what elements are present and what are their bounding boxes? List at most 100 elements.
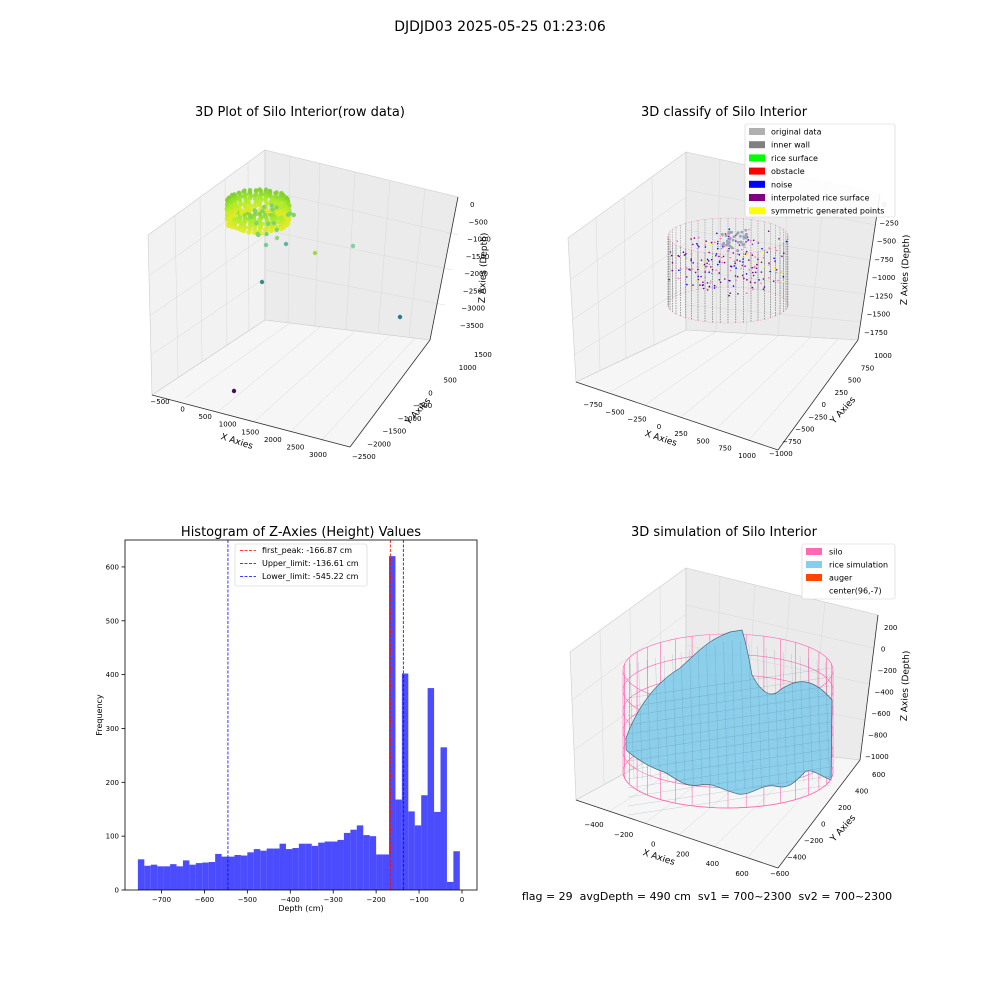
mesh-line: [697, 647, 703, 787]
ztick-label: −1500: [867, 311, 891, 319]
histogram-bar: [318, 842, 325, 890]
classified-point: [690, 252, 693, 255]
classified-point: [753, 265, 756, 268]
histogram-bar: [137, 859, 145, 890]
classified-point: [693, 237, 696, 239]
classified-point: [743, 277, 745, 280]
histogram-bar: [401, 673, 409, 890]
classified-point: [781, 271, 784, 273]
ring-point: [259, 231, 265, 236]
original-point: [740, 230, 744, 234]
classified-point: [671, 262, 674, 264]
classified-point: [736, 259, 738, 261]
classified-point: [761, 247, 763, 250]
histogram-bar: [273, 848, 280, 890]
classified-point: [702, 281, 704, 284]
classified-point: [746, 279, 748, 281]
legend-box: [234, 543, 368, 587]
classified-point: [741, 264, 744, 267]
classified-point: [728, 235, 730, 238]
classified-point: [745, 241, 747, 243]
mesh-line: [646, 659, 652, 781]
original-point: [739, 240, 743, 244]
ytick-label: −400: [787, 854, 806, 862]
xtick-label: 2500: [287, 443, 305, 451]
histogram-bar: [369, 836, 377, 890]
classified-point: [695, 280, 697, 283]
mesh-line: [627, 739, 831, 771]
mesh-line: [638, 661, 643, 780]
classified-point: [703, 260, 705, 263]
classified-point: [733, 265, 735, 267]
panel3-title: Histogram of Z-Axies (Height) Values: [181, 525, 421, 540]
classified-point: [699, 284, 701, 286]
classified-point: [768, 277, 770, 279]
classified-point: [734, 275, 737, 277]
xtick-label: −100: [409, 896, 428, 904]
original-point: [739, 234, 742, 238]
ytick-label: 250: [835, 389, 848, 397]
xtick-label: 2000: [264, 436, 282, 444]
histogram-bar: [356, 825, 364, 890]
histogram-bar: [144, 865, 151, 890]
classified-point: [755, 267, 758, 270]
original-point: [725, 239, 729, 243]
legend-swatch: [749, 141, 765, 149]
classified-point: [745, 250, 748, 253]
histogram-bar: [337, 839, 344, 890]
classified-point: [696, 243, 698, 245]
panel4-ticks: −400 −200 0 200 400 600 −600 −400 −200 0 200 400 600…: [584, 624, 897, 878]
classified-point: [729, 292, 731, 295]
mesh-line: [808, 657, 813, 782]
classified-point: [713, 241, 716, 244]
legend-swatch: [749, 128, 765, 135]
original-point: [727, 231, 730, 235]
classified-point: [701, 264, 704, 267]
scatter-point: [285, 212, 291, 217]
histogram-bar: [343, 832, 351, 890]
classified-point: [668, 278, 670, 281]
ztick-label: −2500: [463, 287, 487, 295]
panel1-ylabel: Y Axies: [403, 396, 433, 428]
outlier-point: [397, 314, 403, 320]
classified-point: [710, 241, 713, 244]
original-point: [731, 238, 735, 242]
classified-point: [724, 254, 727, 257]
histogram-bar: [189, 864, 196, 890]
classified-point: [719, 237, 722, 240]
ytick-label: 0: [822, 401, 826, 409]
classified-point: [670, 254, 673, 257]
classified-point: [745, 292, 748, 295]
xtick-label: 0: [657, 423, 661, 431]
classified-point: [752, 271, 754, 274]
footer-stats: flag = 29 avgDepth = 490 cm sv1 = 700~23…: [522, 890, 892, 903]
outlier-point: [283, 241, 289, 247]
classified-point: [738, 244, 741, 246]
histogram-bar: [363, 835, 370, 890]
ztick-label: −1000: [467, 236, 491, 244]
outlier-point: [312, 250, 318, 256]
mesh-line: [680, 651, 686, 785]
histogram-ylabel: Frequency: [95, 694, 104, 736]
ytick-label: −1000: [398, 415, 422, 423]
classified-point: [723, 261, 726, 264]
classified-point: [717, 245, 719, 248]
ytick-label: 1000: [874, 352, 892, 360]
ytick-label: 500: [106, 617, 119, 625]
rice-surface: [625, 629, 833, 795]
outlier-point: [350, 243, 356, 249]
panel-histogram: Histogram of Z-Axies (Height) Values −70…: [95, 525, 478, 913]
ring-point: [232, 212, 237, 218]
xtick-label: −300: [324, 896, 343, 904]
classified-point: [739, 260, 741, 262]
ring-point: [246, 230, 251, 235]
ytick-label: −500: [413, 402, 432, 410]
classified-point: [686, 283, 688, 286]
classified-point: [706, 289, 709, 291]
classified-point: [732, 252, 735, 254]
classified-point: [685, 257, 688, 259]
mesh-line: [723, 641, 728, 790]
classified-point: [729, 280, 731, 282]
histogram-bar: [176, 866, 183, 890]
